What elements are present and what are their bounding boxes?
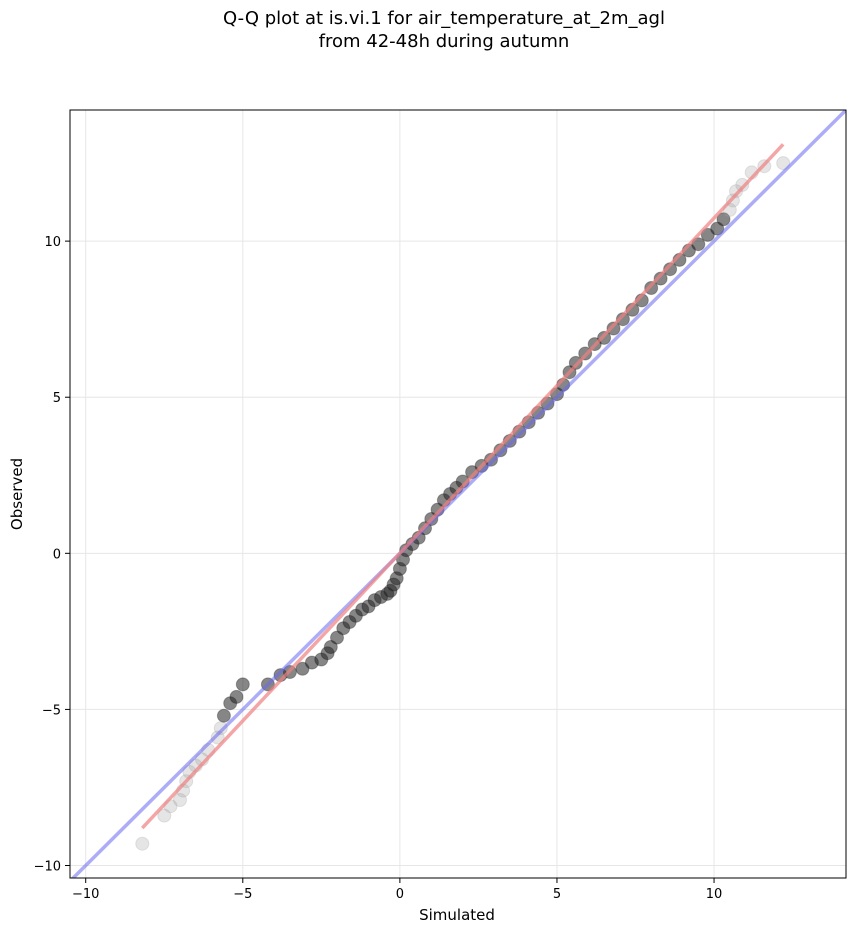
quantile-point xyxy=(229,689,244,704)
chart-title-line1: Q-Q plot at is.vi.1 for air_temperature_… xyxy=(223,8,665,29)
quantile-point xyxy=(710,221,725,236)
quantile-point xyxy=(606,321,621,336)
quantile-point xyxy=(216,708,231,723)
identity-line xyxy=(70,110,846,878)
y-tick-label: 0 xyxy=(53,547,61,562)
quantile-point xyxy=(615,312,630,327)
quantile-point xyxy=(653,271,668,286)
reference-lines xyxy=(70,110,846,878)
quantile-point xyxy=(776,156,791,171)
y-tick-label: 5 xyxy=(53,391,61,406)
x-tick-label: 5 xyxy=(553,887,561,902)
plot-frame xyxy=(69,109,847,879)
quantile-point xyxy=(173,793,187,807)
quantile-point xyxy=(484,452,498,467)
x-tick-label: −10 xyxy=(72,887,99,902)
x-tick-label: 10 xyxy=(706,887,723,902)
quantile-point xyxy=(644,281,659,295)
quantile-point xyxy=(700,227,715,242)
chart-title-line2: from 42-48h during autumn xyxy=(318,31,570,52)
y-axis-ticks: −10 −5 0 5 10 xyxy=(34,235,70,875)
quantile-point xyxy=(330,630,344,645)
quantile-point xyxy=(295,661,310,676)
y-tick-label: −10 xyxy=(34,860,61,875)
x-axis-ticks: −10 −5 0 5 10 xyxy=(72,878,722,902)
fit-line xyxy=(140,143,785,830)
quantile-points xyxy=(135,156,791,851)
quantile-point xyxy=(157,808,172,823)
x-axis-label: Simulated xyxy=(419,906,495,924)
quantile-point xyxy=(323,640,338,654)
quantile-point xyxy=(716,212,731,227)
quantile-point xyxy=(213,721,228,736)
y-tick-label: −5 xyxy=(42,703,61,718)
quantile-point xyxy=(135,836,150,851)
quantile-point xyxy=(729,184,743,199)
quantile-point xyxy=(735,177,750,192)
y-tick-label: 10 xyxy=(44,235,61,250)
quantile-point xyxy=(235,677,250,692)
y-axis-label: Observed xyxy=(8,458,26,530)
x-tick-label: 0 xyxy=(396,887,404,902)
x-tick-label: −5 xyxy=(233,887,252,902)
grid-lines xyxy=(70,110,846,878)
quantile-point xyxy=(210,730,225,745)
